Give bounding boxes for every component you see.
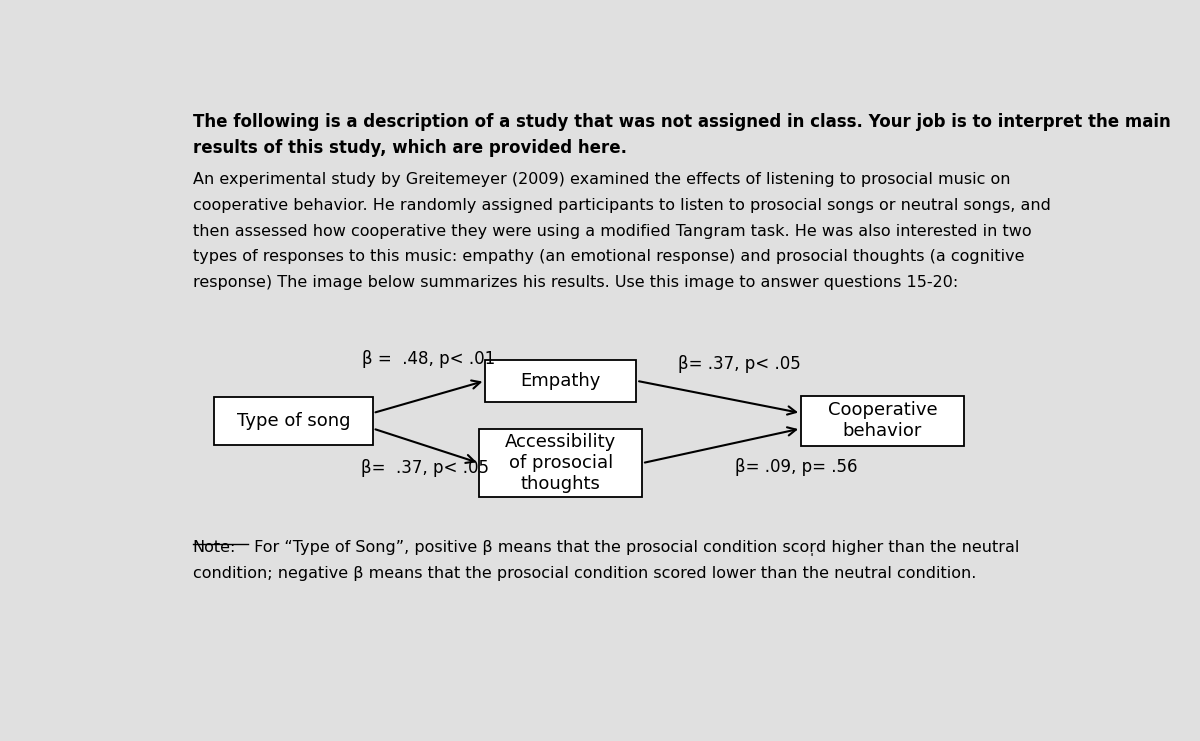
Text: Type of song: Type of song <box>236 412 350 430</box>
Text: Accessibility
of prosocial
thoughts: Accessibility of prosocial thoughts <box>505 433 617 493</box>
FancyBboxPatch shape <box>485 360 636 402</box>
Text: An experimental study by Greitemeyer (2009) examined the effects of listening to: An experimental study by Greitemeyer (20… <box>193 172 1010 187</box>
Text: β=  .37, p< .05: β= .37, p< .05 <box>361 459 490 477</box>
FancyBboxPatch shape <box>802 396 964 446</box>
Text: types of responses to this music: empathy (an emotional response) and prosocial : types of responses to this music: empath… <box>193 250 1024 265</box>
Text: cooperative behavior. He randomly assigned participants to listen to prosocial s: cooperative behavior. He randomly assign… <box>193 198 1050 213</box>
Text: β =  .48, p< .01: β = .48, p< .01 <box>362 350 496 368</box>
Text: then assessed how cooperative they were using a modified Tangram task. He was al: then assessed how cooperative they were … <box>193 224 1031 239</box>
Text: The following is a description of a study that was not assigned in class. Your j: The following is a description of a stud… <box>193 113 1170 131</box>
Text: β= .09, p= .56: β= .09, p= .56 <box>736 458 858 476</box>
Text: response) The image below summarizes his results. Use this image to answer quest: response) The image below summarizes his… <box>193 275 958 290</box>
Text: β= .37, p< .05: β= .37, p< .05 <box>678 355 800 373</box>
Text: Empathy: Empathy <box>521 372 601 390</box>
FancyBboxPatch shape <box>479 429 642 497</box>
Text: For “Type of Song”, positive β means that the prosocial condition scor̩d higher : For “Type of Song”, positive β means tha… <box>250 540 1020 556</box>
Text: condition; negative β means that the prosocial condition scored lower than the n: condition; negative β means that the pro… <box>193 566 976 581</box>
Text: Cooperative
behavior: Cooperative behavior <box>828 402 937 440</box>
Text: results of this study, which are provided here.: results of this study, which are provide… <box>193 139 626 157</box>
FancyBboxPatch shape <box>214 397 373 445</box>
Text: Note:: Note: <box>193 540 236 555</box>
